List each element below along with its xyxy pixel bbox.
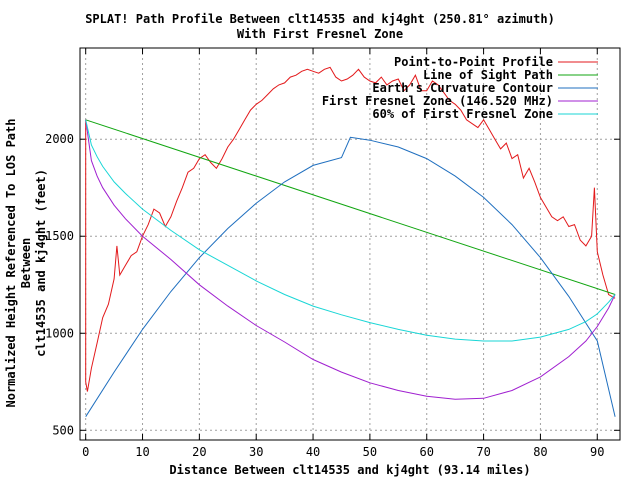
fresnel60-line	[85, 119, 616, 342]
x-tick-label: 30	[249, 445, 263, 459]
x-tick-label: 90	[590, 445, 604, 459]
los-line	[85, 119, 616, 295]
fresnel-line	[85, 119, 616, 400]
y-tick-label: 1500	[45, 229, 74, 243]
y-axis-label-line2: clt14535 and kj4ght (feet)	[34, 169, 48, 357]
legend-label: Earth's Curvature Contour	[372, 81, 553, 95]
x-axis-label: Distance Between clt14535 and kj4ght (93…	[169, 463, 531, 477]
y-axis-label: Normalized Height Referenced To LOS Path…	[4, 103, 48, 423]
x-tick-label: 20	[192, 445, 206, 459]
legend-label: First Fresnel Zone (146.520 MHz)	[322, 94, 553, 108]
curvature-line	[85, 136, 616, 417]
x-tick-label: 80	[533, 445, 547, 459]
chart-title-line2: With First Fresnel Zone	[236, 27, 404, 41]
x-tick-label: 40	[306, 445, 320, 459]
legend-label: Point-to-Point Profile	[394, 55, 553, 69]
x-tick-label: 0	[82, 445, 89, 459]
profile-line	[85, 66, 616, 392]
chart-title-line1: SPLAT! Path Profile Between clt14535 and…	[85, 12, 555, 26]
legend-label: 60% of First Fresnel Zone	[372, 107, 553, 121]
plot-frame	[79, 47, 621, 441]
y-tick-label: 500	[52, 423, 74, 437]
y-tick-label: 2000	[45, 132, 74, 146]
x-tick-label: 60	[420, 445, 434, 459]
y-axis-label-line1: Normalized Height Referenced To LOS Path…	[4, 118, 33, 408]
x-tick-label: 50	[363, 445, 377, 459]
legend-label: Line of Sight Path	[423, 68, 553, 82]
x-tick-label: 10	[135, 445, 149, 459]
x-tick-label: 70	[476, 445, 490, 459]
y-tick-label: 1000	[45, 326, 74, 340]
